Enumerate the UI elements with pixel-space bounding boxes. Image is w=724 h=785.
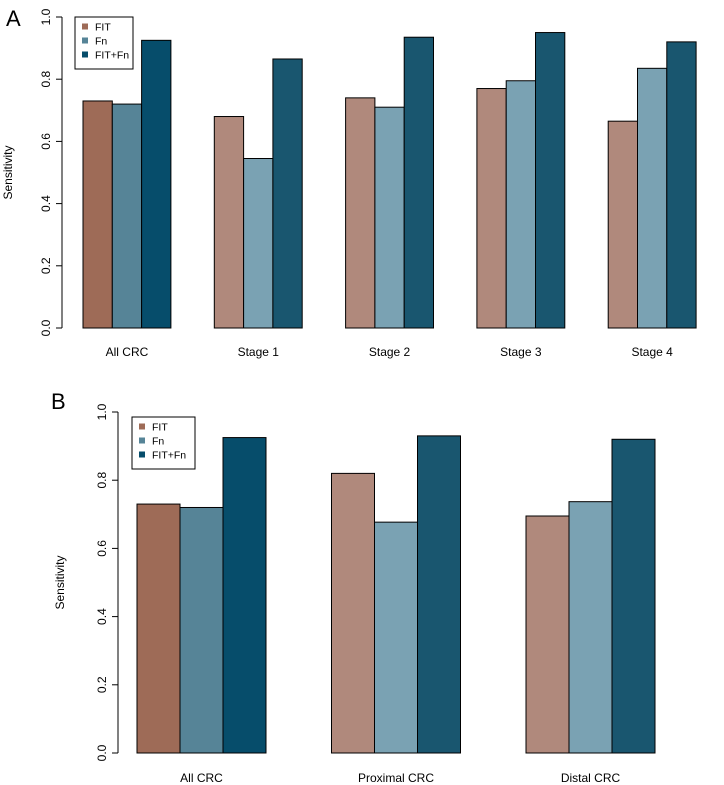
legend-box xyxy=(74,16,134,70)
legend-label: Fn xyxy=(95,36,107,48)
y-tick-label: 0.4 xyxy=(95,608,109,625)
legend-swatch xyxy=(82,23,88,30)
bar-fit-fn-stage-1 xyxy=(272,58,303,329)
y-tick-label: 0.2 xyxy=(39,257,53,274)
panel-label: A xyxy=(6,6,21,31)
legend-swatch xyxy=(139,423,145,430)
bar-fn-stage-4 xyxy=(637,67,668,329)
x-category-label: Stage 3 xyxy=(500,345,542,359)
bar-fit-distal-crc xyxy=(525,515,570,754)
bar-fit-fn-stage-3 xyxy=(535,32,566,329)
legend-label: FIT xyxy=(95,22,111,34)
y-tick-label: 0.6 xyxy=(95,540,109,557)
bar-fit-fn-stage-4 xyxy=(666,41,697,329)
legend: FIT Fn FIT+Fn xyxy=(131,416,196,470)
x-category-label: Stage 4 xyxy=(631,345,673,359)
bar-fit-fn-stage-2 xyxy=(403,36,435,329)
bar-fit-fn-distal-crc xyxy=(611,438,656,754)
bar-fn-all-crc xyxy=(179,506,224,754)
bar-fit-proximal-crc xyxy=(331,472,375,754)
bar-fit-stage-2 xyxy=(345,97,376,329)
x-category-label: Stage 1 xyxy=(238,345,280,359)
legend-swatch xyxy=(139,437,145,444)
legend-swatch xyxy=(82,37,88,44)
x-category-label: All CRC xyxy=(180,771,223,785)
bar-fit-stage-4 xyxy=(607,120,639,329)
bar-fn-stage-3 xyxy=(505,80,537,329)
bar-fn-all-crc xyxy=(111,103,143,329)
bar-fn-distal-crc xyxy=(568,501,613,754)
y-tick-label: 0.8 xyxy=(39,71,53,88)
y-tick-label: 0.4 xyxy=(39,195,53,212)
x-category-label: Stage 2 xyxy=(369,345,411,359)
bar-fit-fn-all-crc xyxy=(141,39,172,329)
y-tick-label: 1.0 xyxy=(39,8,53,25)
legend-label: FIT xyxy=(152,422,168,434)
legend-swatch xyxy=(139,451,145,458)
bar-fit-fn-all-crc xyxy=(222,437,267,754)
y-tick-label: 1.0 xyxy=(95,403,109,420)
chart-panel-a: A 0.0 0.2 0.4 0.6 0.8 1.0 Sensitivity All CRC Sta… xyxy=(1,6,697,359)
chart-panel-b: B 0.0 0.2 0.4 0.6 0.8 1.0 Sensitivity All CRC Pro… xyxy=(51,389,656,785)
y-tick-label: 0.8 xyxy=(95,472,109,489)
bar-fit-all-crc xyxy=(136,503,181,754)
y-tick-label: 0.0 xyxy=(95,744,109,761)
bar-fit-stage-1 xyxy=(213,116,245,329)
x-category-label: All CRC xyxy=(106,345,149,359)
y-tick-label: 0.2 xyxy=(95,676,109,693)
legend-swatch xyxy=(82,51,88,58)
legend-label: Fn xyxy=(152,436,164,448)
bar-fit-all-crc xyxy=(82,100,113,329)
x-category-label: Proximal CRC xyxy=(358,771,434,785)
bar-fit-stage-3 xyxy=(476,88,507,329)
bar-fn-stage-1 xyxy=(243,158,274,329)
bar-fn-stage-2 xyxy=(374,106,405,329)
legend-label: FIT+Fn xyxy=(95,50,129,62)
legend: FIT Fn FIT+Fn xyxy=(74,16,134,70)
legend-label: FIT+Fn xyxy=(152,450,186,462)
panel-label: B xyxy=(51,389,66,414)
bar-fit-fn-proximal-crc xyxy=(417,435,461,754)
bar-fn-proximal-crc xyxy=(374,521,418,754)
y-tick-label: 0.0 xyxy=(39,319,53,336)
x-category-label: Distal CRC xyxy=(561,771,621,785)
y-axis-title: Sensitivity xyxy=(1,145,15,199)
y-axis-title: Sensitivity xyxy=(53,555,67,609)
y-tick-label: 0.6 xyxy=(39,133,53,150)
